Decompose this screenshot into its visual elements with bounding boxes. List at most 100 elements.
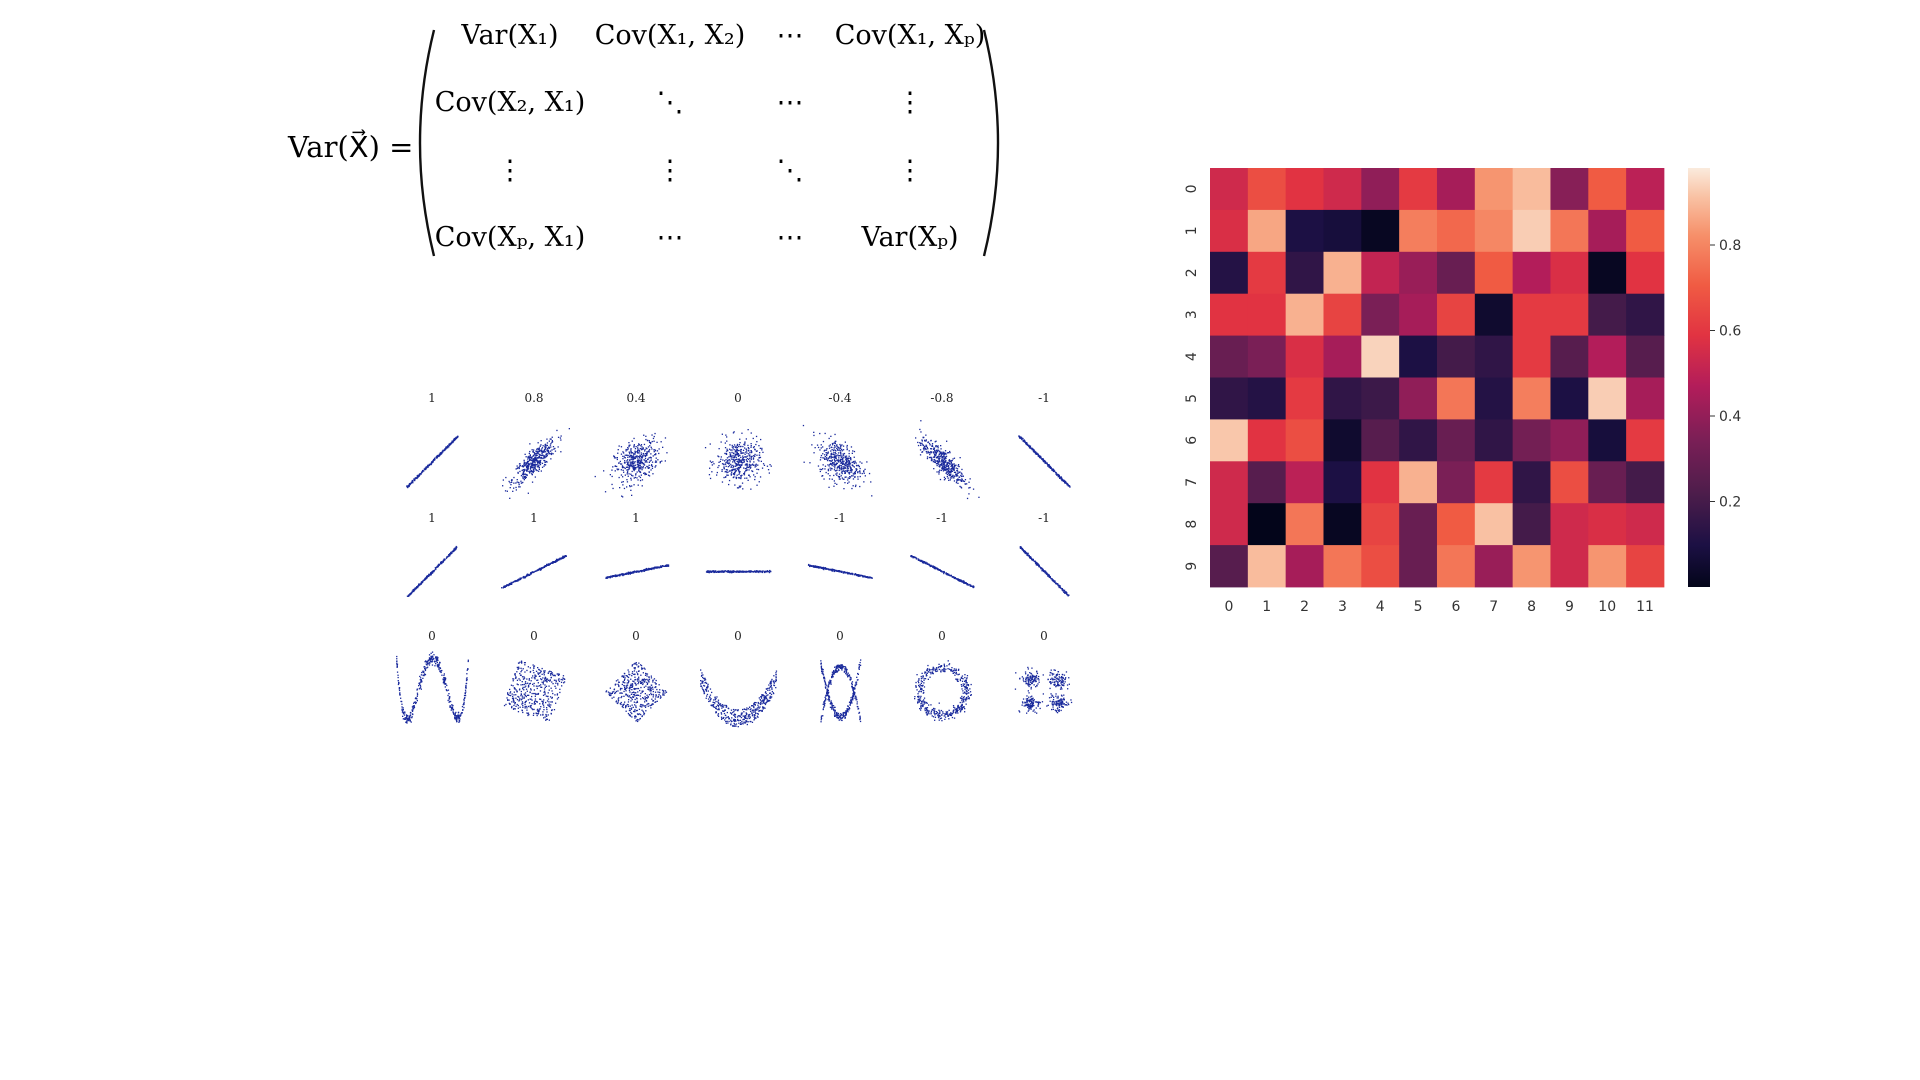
scatter-panel-label: 0 (428, 629, 436, 643)
scatter-point (638, 468, 640, 470)
scatter-point (644, 457, 647, 460)
scatter-point (737, 467, 739, 469)
scatter-point (729, 444, 731, 446)
scatter-point (931, 444, 933, 446)
scatter-point (837, 465, 839, 467)
scatter-point (730, 463, 732, 466)
scatter-point (419, 473, 422, 475)
scatter-point (817, 446, 820, 449)
scatter-point (733, 444, 736, 446)
scatter-point (463, 698, 465, 701)
scatter-point (827, 468, 830, 470)
scatter-point (828, 457, 830, 459)
scatter-point (746, 464, 748, 466)
scatter-point (646, 568, 648, 570)
scatter-point (527, 492, 529, 494)
scatter-point (848, 450, 850, 452)
matrix-cell: ⋮ (897, 155, 924, 186)
scatter-point (730, 473, 732, 475)
scatter-point (647, 458, 649, 461)
scatter-point (437, 657, 439, 659)
scatter-point (943, 465, 946, 468)
scatter-point (447, 445, 449, 447)
scatter-point (1056, 473, 1058, 475)
scatter-point (712, 461, 714, 463)
scatter-point (524, 462, 526, 464)
scatter-point (1049, 577, 1052, 579)
scatter-point (1040, 568, 1042, 570)
scatter-point (734, 471, 736, 474)
scatter-point (446, 689, 448, 691)
scatter-point (763, 464, 766, 466)
scatter-point (627, 459, 629, 461)
scatter-point (615, 457, 617, 459)
scatter-point (855, 464, 858, 467)
scatter-point (917, 444, 920, 447)
scatter-point (950, 465, 952, 467)
scatter-point (846, 448, 848, 450)
scatter-point (466, 677, 468, 679)
scatter-point (544, 455, 546, 457)
scatter-point (835, 440, 837, 442)
scatter-point (951, 576, 953, 578)
scatter-point (923, 562, 925, 564)
scatter-point (1062, 589, 1065, 592)
scatter-point (944, 459, 946, 461)
scatter-point (723, 466, 725, 468)
scatter-point (1033, 450, 1036, 453)
scatter-point (555, 679, 557, 681)
scatter-point (943, 455, 945, 457)
scatter-point (644, 450, 646, 452)
scatter-point (932, 459, 934, 461)
scatter-point (834, 482, 836, 484)
scatter-point (744, 453, 746, 455)
scatter-point (633, 456, 635, 458)
scatter-point (729, 453, 732, 455)
scatter-point (819, 449, 821, 451)
scatter-point (939, 450, 941, 452)
scatter-point (943, 454, 946, 456)
scatter-point (626, 479, 628, 481)
scatter-point (556, 673, 558, 675)
scatter-point (640, 444, 643, 446)
scatter-point (431, 661, 433, 663)
scatter-point (718, 456, 720, 458)
scatter-point (851, 452, 853, 454)
scatter-point (543, 691, 545, 693)
scatter-point (529, 573, 532, 575)
scatter-point (759, 456, 762, 459)
scatter-point (852, 573, 854, 575)
scatter-point (626, 572, 628, 574)
scatter-point (627, 456, 629, 458)
scatter-point (841, 477, 843, 479)
scatter-point (952, 464, 954, 466)
scatter-point (760, 571, 762, 573)
scatter-point (742, 458, 744, 460)
scatter-point (717, 455, 719, 457)
scatter-point (830, 435, 832, 437)
scatter-point (837, 449, 839, 451)
scatter-point (425, 663, 427, 665)
scatter-point (755, 570, 758, 572)
scatter-point (541, 466, 544, 468)
scatter-point (549, 562, 552, 564)
scatter-point (946, 574, 948, 576)
scatter-point (731, 570, 733, 572)
scatter-point (618, 574, 621, 576)
scatter-point (630, 489, 632, 491)
scatter-point (561, 685, 563, 687)
scatter-point (844, 470, 846, 473)
scatter-point (932, 451, 935, 453)
scatter-point (847, 465, 849, 468)
scatter-point (660, 565, 663, 568)
scatter-point (958, 476, 960, 478)
scatter-point (633, 454, 635, 456)
scatter-point (753, 461, 755, 463)
scatter-point (963, 581, 965, 583)
scatter-point (645, 473, 648, 475)
scatter-point (414, 697, 417, 700)
scatter-point (941, 457, 943, 459)
scatter-point (859, 472, 861, 474)
scatter-point (831, 462, 833, 465)
scatter-point (870, 577, 872, 579)
